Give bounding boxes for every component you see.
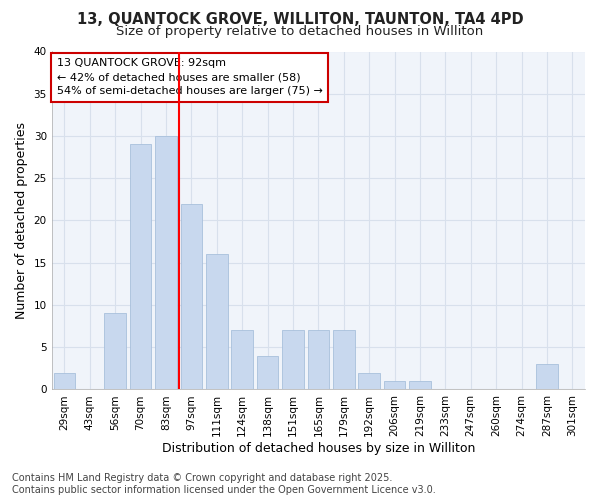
Text: Size of property relative to detached houses in Williton: Size of property relative to detached ho… [116, 25, 484, 38]
Bar [130, 144, 151, 390]
Bar [308, 330, 329, 390]
Bar [53, 372, 75, 390]
Text: 13 QUANTOCK GROVE: 92sqm
← 42% of detached houses are smaller (58)
54% of semi-d: 13 QUANTOCK GROVE: 92sqm ← 42% of detach… [57, 58, 323, 96]
Bar [232, 330, 253, 390]
Bar [384, 381, 406, 390]
Text: Contains HM Land Registry data © Crown copyright and database right 2025.
Contai: Contains HM Land Registry data © Crown c… [12, 474, 436, 495]
Bar [155, 136, 177, 390]
Bar [257, 356, 278, 390]
Bar [409, 381, 431, 390]
Y-axis label: Number of detached properties: Number of detached properties [15, 122, 28, 319]
Bar [536, 364, 557, 390]
X-axis label: Distribution of detached houses by size in Williton: Distribution of detached houses by size … [161, 442, 475, 455]
Bar [358, 372, 380, 390]
Bar [181, 204, 202, 390]
Bar [206, 254, 227, 390]
Bar [333, 330, 355, 390]
Bar [104, 314, 126, 390]
Bar [282, 330, 304, 390]
Text: 13, QUANTOCK GROVE, WILLITON, TAUNTON, TA4 4PD: 13, QUANTOCK GROVE, WILLITON, TAUNTON, T… [77, 12, 523, 28]
